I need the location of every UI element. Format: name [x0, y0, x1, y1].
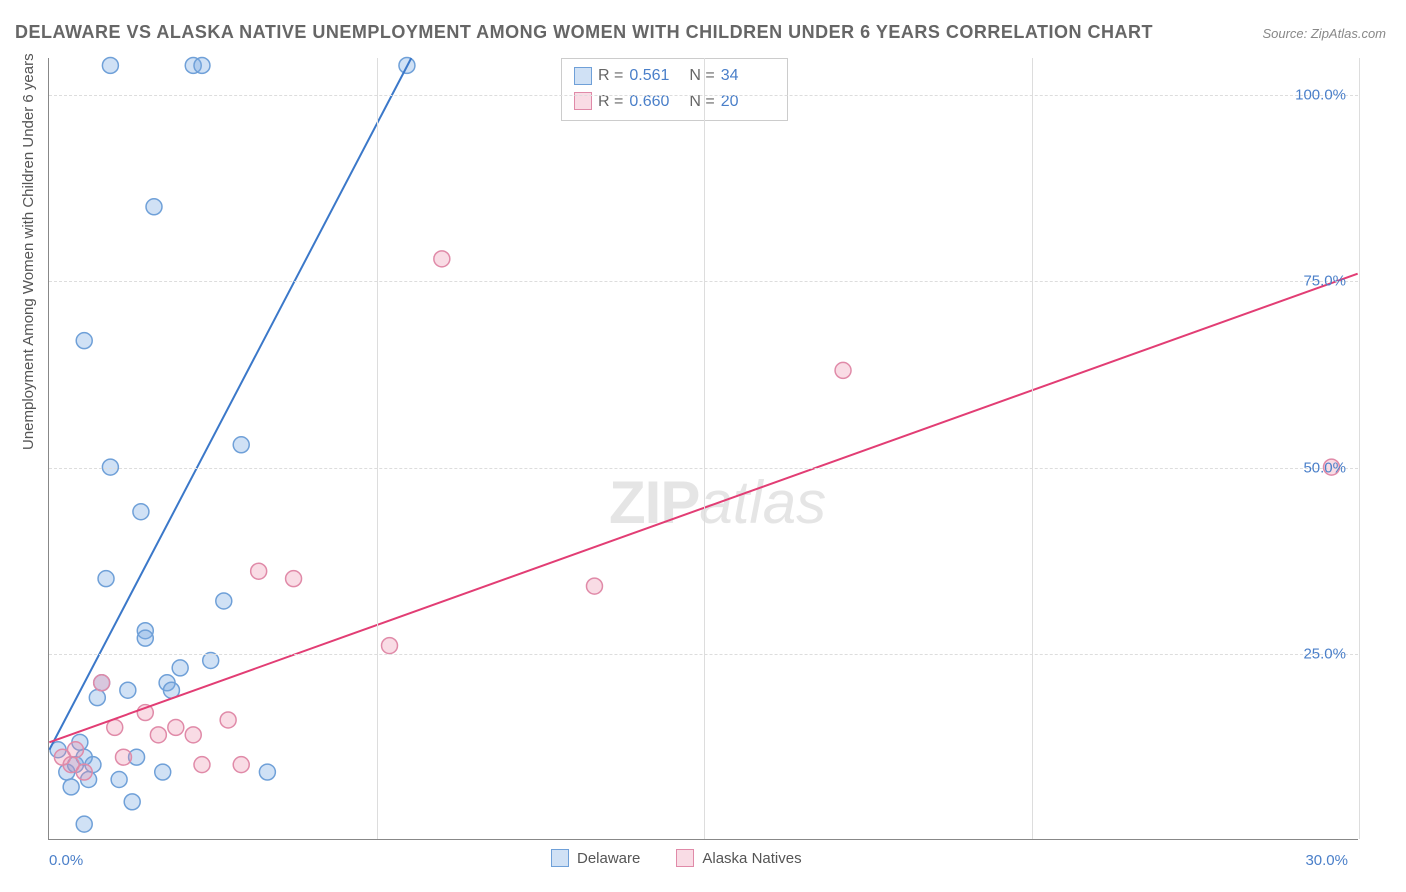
- scatter-point-delaware: [233, 437, 249, 453]
- chart-title: DELAWARE VS ALASKA NATIVE UNEMPLOYMENT A…: [15, 22, 1153, 43]
- n-label: N =: [689, 63, 714, 89]
- scatter-point-delaware: [203, 652, 219, 668]
- scatter-point-delaware: [63, 779, 79, 795]
- scatter-point-delaware: [137, 630, 153, 646]
- scatter-point-delaware: [76, 333, 92, 349]
- y-axis-title: Unemployment Among Women with Children U…: [20, 53, 37, 450]
- scatter-point-delaware: [102, 57, 118, 73]
- stats-legend: R = 0.561 N = 34 R = 0.660 N = 20: [561, 58, 788, 121]
- scatter-point-alaska: [835, 362, 851, 378]
- scatter-point-delaware: [194, 57, 210, 73]
- scatter-point-alaska: [76, 764, 92, 780]
- scatter-point-delaware: [111, 772, 127, 788]
- scatter-point-delaware: [155, 764, 171, 780]
- y-tick-label: 100.0%: [1295, 87, 1346, 104]
- y-tick-label: 50.0%: [1303, 459, 1346, 476]
- scatter-point-alaska: [220, 712, 236, 728]
- grid-line-vertical: [704, 58, 705, 839]
- scatter-point-alaska: [251, 563, 267, 579]
- scatter-point-alaska: [286, 571, 302, 587]
- n-label: N =: [689, 89, 714, 115]
- legend-item-alaska: Alaska Natives: [676, 849, 801, 867]
- scatter-point-alaska: [168, 719, 184, 735]
- scatter-point-alaska: [586, 578, 602, 594]
- scatter-point-delaware: [259, 764, 275, 780]
- scatter-point-delaware: [120, 682, 136, 698]
- scatter-point-alaska: [233, 757, 249, 773]
- x-tick-label: 0.0%: [49, 852, 83, 869]
- scatter-point-delaware: [172, 660, 188, 676]
- scatter-point-alaska: [150, 727, 166, 743]
- stats-row-alaska: R = 0.660 N = 20: [574, 89, 775, 115]
- swatch-delaware-icon: [551, 849, 569, 867]
- scatter-point-alaska: [68, 742, 84, 758]
- r-value-alaska: 0.660: [629, 89, 683, 115]
- stats-row-delaware: R = 0.561 N = 34: [574, 63, 775, 89]
- legend-item-delaware: Delaware: [551, 849, 640, 867]
- scatter-point-alaska: [115, 749, 131, 765]
- x-tick-label: 30.0%: [1305, 852, 1348, 869]
- plot-area: ZIPatlas R = 0.561 N = 34 R = 0.660 N = …: [48, 58, 1358, 840]
- y-tick-label: 25.0%: [1303, 645, 1346, 662]
- n-value-delaware: 34: [721, 63, 775, 89]
- regression-line-delaware: [49, 58, 411, 750]
- scatter-point-alaska: [194, 757, 210, 773]
- scatter-point-delaware: [133, 504, 149, 520]
- scatter-point-delaware: [76, 816, 92, 832]
- grid-line-vertical: [1359, 58, 1360, 839]
- r-label: R =: [598, 89, 623, 115]
- legend-label-delaware: Delaware: [577, 850, 640, 867]
- chart-source: Source: ZipAtlas.com: [1262, 26, 1386, 41]
- r-label: R =: [598, 63, 623, 89]
- scatter-point-delaware: [146, 199, 162, 215]
- scatter-point-delaware: [98, 571, 114, 587]
- legend-label-alaska: Alaska Natives: [702, 850, 801, 867]
- y-tick-label: 75.0%: [1303, 273, 1346, 290]
- grid-line-vertical: [1032, 58, 1033, 839]
- scatter-point-delaware: [216, 593, 232, 609]
- r-value-delaware: 0.561: [629, 63, 683, 89]
- swatch-delaware-icon: [574, 67, 592, 85]
- scatter-point-alaska: [382, 638, 398, 654]
- bottom-legend: Delaware Alaska Natives: [551, 849, 802, 867]
- scatter-point-delaware: [124, 794, 140, 810]
- scatter-point-delaware: [89, 690, 105, 706]
- grid-line-vertical: [377, 58, 378, 839]
- swatch-alaska-icon: [676, 849, 694, 867]
- scatter-point-alaska: [434, 251, 450, 267]
- scatter-point-alaska: [185, 727, 201, 743]
- n-value-alaska: 20: [721, 89, 775, 115]
- scatter-point-alaska: [94, 675, 110, 691]
